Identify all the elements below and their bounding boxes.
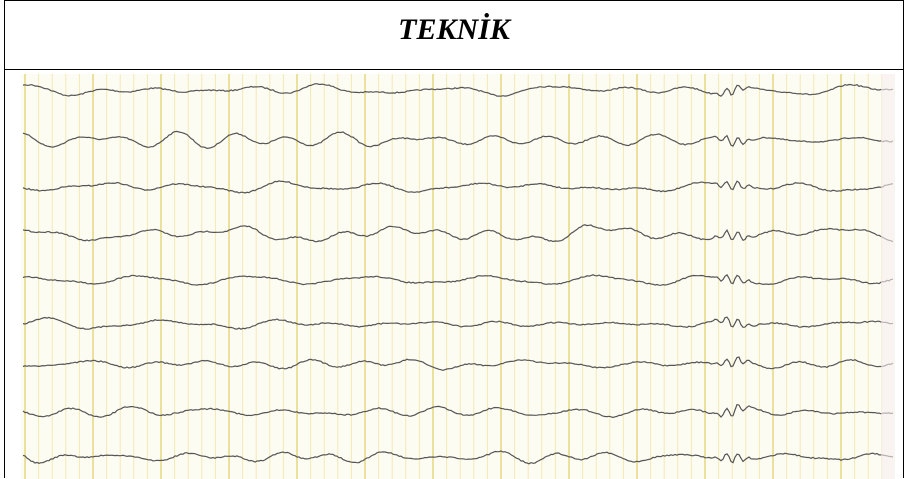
- eeg-trace: [22, 450, 894, 465]
- paper: [21, 74, 895, 479]
- eeg-trace: [22, 274, 894, 286]
- eeg-trace: [22, 403, 894, 419]
- eeg-trace: [22, 224, 894, 243]
- eeg-trace: [22, 356, 894, 372]
- eeg-trace: [22, 130, 894, 150]
- eeg-trace: [22, 180, 894, 194]
- eeg-trace: [22, 316, 894, 330]
- eeg-trace: [22, 83, 894, 97]
- eeg-recording: [21, 74, 895, 479]
- paper-edge: [881, 74, 895, 479]
- table: TEKNİK: [4, 0, 904, 479]
- eeg-traces: [22, 83, 894, 465]
- title: TEKNİK: [398, 13, 510, 46]
- header-cell: TEKNİK: [5, 1, 903, 70]
